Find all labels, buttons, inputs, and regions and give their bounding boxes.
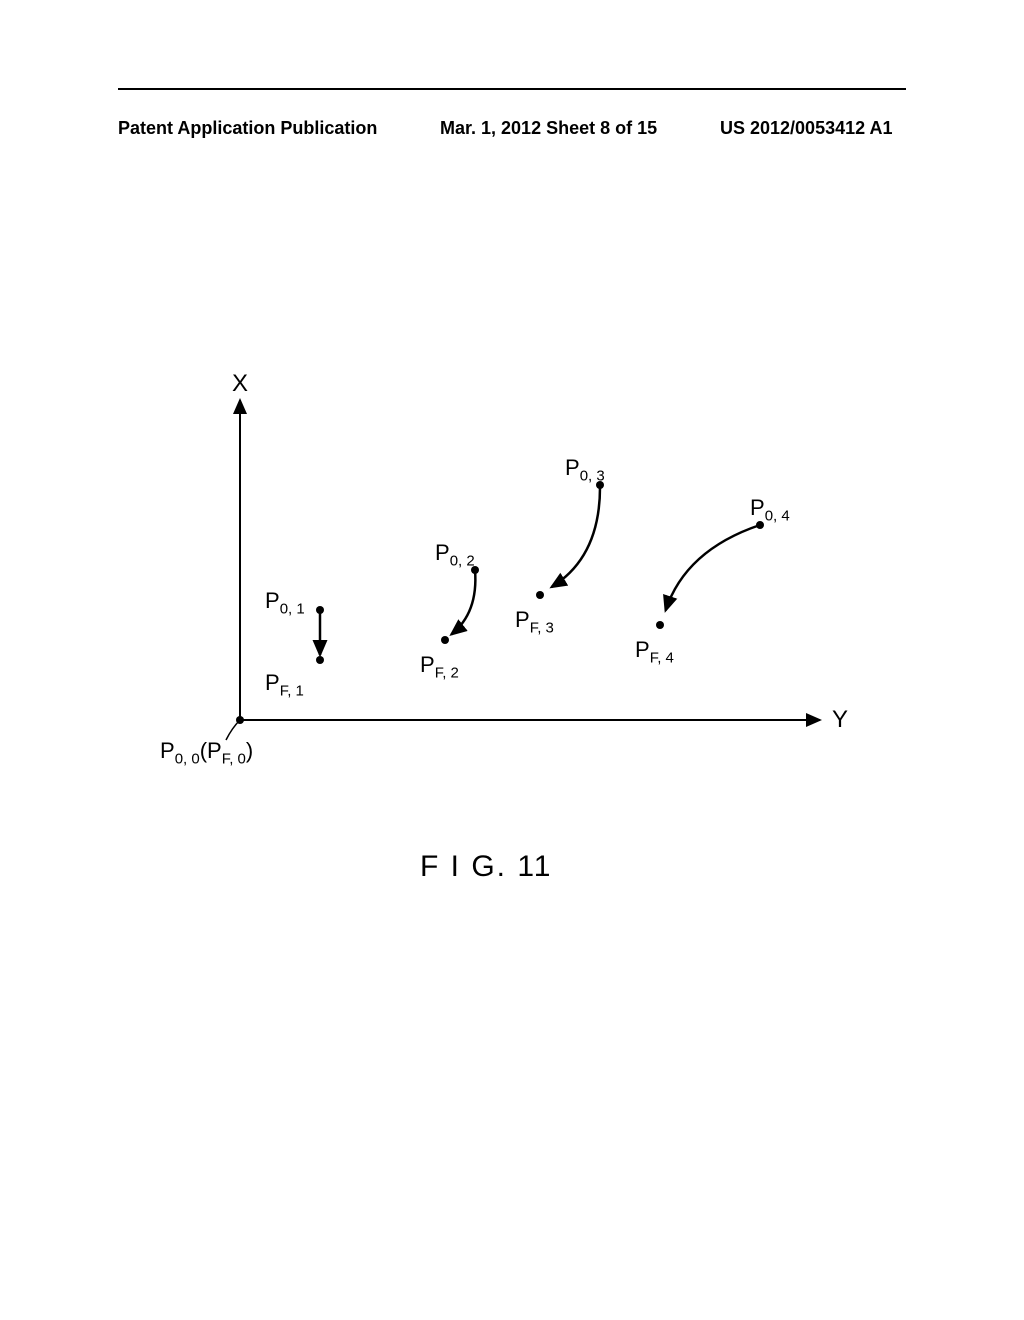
header-right: US 2012/0053412 A1 — [720, 118, 892, 139]
page: Patent Application Publication Mar. 1, 2… — [0, 0, 1024, 1320]
axis-label-x: X — [232, 370, 248, 398]
header-center: Mar. 1, 2012 Sheet 8 of 15 — [440, 118, 657, 139]
axis-label-y: Y — [832, 706, 848, 734]
header-left: Patent Application Publication — [118, 118, 377, 139]
point-label-PF_3: PF, 3 — [515, 607, 554, 636]
figure-11: XYP0, 0(PF, 0)P0, 1PF, 1P0, 2PF, 2P0, 3P… — [200, 380, 840, 800]
header-rule — [118, 88, 906, 90]
point-label-PF_2: PF, 2 — [420, 652, 459, 681]
point-label-P0_0: P0, 0(PF, 0) — [160, 738, 253, 767]
point-label-P0_2: P0, 2 — [435, 540, 475, 569]
point-label-PF_4: PF, 4 — [635, 637, 674, 666]
point-label-P0_3: P0, 3 — [565, 455, 605, 484]
point-label-P0_1: P0, 1 — [265, 588, 305, 617]
figure-caption: F I G. 11 — [420, 850, 552, 884]
point-label-P0_4: P0, 4 — [750, 495, 790, 524]
point-label-PF_1: PF, 1 — [265, 670, 304, 699]
